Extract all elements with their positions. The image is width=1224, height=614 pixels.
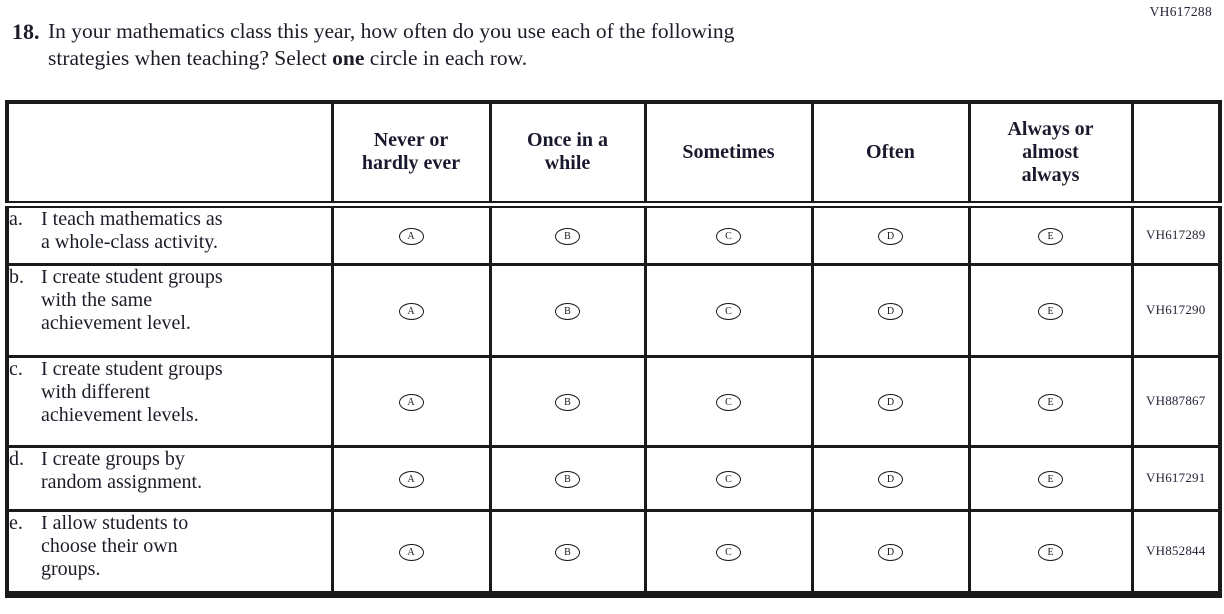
row-c-accession-code: VH887867: [1130, 354, 1222, 448]
column-header-always-or-almost-always: Always or almost always: [967, 100, 1134, 208]
row-a-bubble-c[interactable]: C: [716, 227, 741, 245]
stem-header-cell: [5, 100, 334, 208]
row-e-option-cell-c[interactable]: C: [643, 508, 814, 598]
row-b-option-cell-e[interactable]: E: [967, 262, 1134, 358]
row-e-option-cell-d[interactable]: D: [810, 508, 971, 598]
row-b-bubble-d[interactable]: D: [878, 302, 903, 320]
row-b-bubble-b[interactable]: B: [555, 302, 580, 320]
row-e-text: I allow students to choose their own gro…: [41, 511, 189, 580]
row-d-option-cell-b[interactable]: B: [488, 444, 647, 512]
row-d-option-cell-e[interactable]: E: [967, 444, 1134, 512]
row-b-bubble-c[interactable]: C: [716, 302, 741, 320]
question-line-2: strategies when teaching? Select one cir…: [48, 46, 528, 70]
row-a-option-cell-d[interactable]: D: [810, 202, 971, 266]
row-a-stem: a. I teach mathematics as a whole-class …: [5, 202, 334, 266]
row-c-option-cell-d[interactable]: D: [810, 354, 971, 448]
row-d-accession-code: VH617291: [1130, 444, 1222, 512]
row-d-bubble-d[interactable]: D: [878, 470, 903, 488]
row-d-letter: d.: [9, 447, 24, 470]
row-b-option-cell-d[interactable]: D: [810, 262, 971, 358]
row-a-option-cell-e[interactable]: E: [967, 202, 1134, 266]
row-a-bubble-b[interactable]: B: [555, 227, 580, 245]
question-text: In your mathematics class this year, how…: [48, 18, 1028, 72]
row-c-option-cell-e[interactable]: E: [967, 354, 1134, 448]
question-bold-word: one: [332, 46, 365, 70]
row-e-accession-code: VH852844: [1130, 508, 1222, 598]
row-a-bubble-d[interactable]: D: [878, 227, 903, 245]
row-a-option-cell-b[interactable]: B: [488, 202, 647, 266]
row-b-text: I create student groups with the same ac…: [41, 265, 223, 334]
row-a-letter: a.: [9, 207, 23, 230]
row-c-letter: c.: [9, 357, 23, 380]
row-e-bubble-e[interactable]: E: [1038, 543, 1063, 561]
question-number: 18.: [12, 19, 40, 44]
row-a-accession-code: VH617289: [1130, 202, 1222, 266]
column-header-sometimes: Sometimes: [643, 100, 814, 208]
question-line-1: In your mathematics class this year, how…: [48, 19, 735, 43]
row-c-bubble-b[interactable]: B: [555, 393, 580, 411]
row-d-bubble-c[interactable]: C: [716, 470, 741, 488]
row-d-stem: d. I create groups by random assignment.: [5, 444, 334, 512]
row-e-letter: e.: [9, 511, 23, 534]
question-block: 18. In your mathematics class this year,…: [12, 18, 1028, 72]
table-row-c: c. I create student groups with differen…: [5, 354, 1222, 448]
row-c-text: I create student groups with different a…: [41, 357, 223, 426]
row-a-bubble-e[interactable]: E: [1038, 227, 1063, 245]
row-e-option-cell-a[interactable]: A: [330, 508, 492, 598]
row-b-bubble-a[interactable]: A: [398, 302, 424, 320]
row-e-option-cell-e[interactable]: E: [967, 508, 1134, 598]
row-d-option-cell-c[interactable]: C: [643, 444, 814, 512]
response-matrix-table: Never or hardly ever Once in a while Som…: [5, 100, 1222, 598]
row-a-bubble-a[interactable]: A: [398, 227, 424, 245]
row-c-stem: c. I create student groups with differen…: [5, 354, 334, 448]
row-e-option-cell-b[interactable]: B: [488, 508, 647, 598]
row-c-bubble-e[interactable]: E: [1038, 393, 1063, 411]
row-b-bubble-e[interactable]: E: [1038, 302, 1063, 320]
column-header-never-or-hardly-ever: Never or hardly ever: [330, 100, 492, 208]
row-d-option-cell-a[interactable]: A: [330, 444, 492, 512]
table-row-d: d. I create groups by random assignment.…: [5, 444, 1222, 512]
row-c-option-cell-b[interactable]: B: [488, 354, 647, 448]
table-row-a: a. I teach mathematics as a whole-class …: [5, 202, 1222, 266]
table-row-e: e. I allow students to choose their own …: [5, 508, 1222, 598]
table-row-b: b. I create student groups with the same…: [5, 262, 1222, 358]
row-c-option-cell-c[interactable]: C: [643, 354, 814, 448]
column-header-once-in-a-while: Once in a while: [488, 100, 647, 208]
row-a-option-cell-c[interactable]: C: [643, 202, 814, 266]
row-c-option-cell-a[interactable]: A: [330, 354, 492, 448]
column-header-often: Often: [810, 100, 971, 208]
row-e-bubble-b[interactable]: B: [555, 543, 580, 561]
row-b-option-cell-b[interactable]: B: [488, 262, 647, 358]
row-d-bubble-e[interactable]: E: [1038, 470, 1063, 488]
row-c-bubble-d[interactable]: D: [878, 393, 903, 411]
row-a-text: I teach mathematics as a whole-class act…: [41, 207, 223, 253]
row-e-bubble-d[interactable]: D: [878, 543, 903, 561]
row-c-bubble-c[interactable]: C: [716, 393, 741, 411]
row-b-stem: b. I create student groups with the same…: [5, 262, 334, 358]
row-a-option-cell-a[interactable]: A: [330, 202, 492, 266]
question-accession-code: VH617288: [1149, 4, 1212, 19]
row-e-bubble-a[interactable]: A: [398, 543, 424, 561]
row-d-bubble-a[interactable]: A: [398, 470, 424, 488]
code-header-cell: [1130, 100, 1222, 208]
row-d-text: I create groups by random assignment.: [41, 447, 203, 493]
row-b-accession-code: VH617290: [1130, 262, 1222, 358]
row-d-option-cell-d[interactable]: D: [810, 444, 971, 512]
row-e-bubble-c[interactable]: C: [716, 543, 741, 561]
row-c-bubble-a[interactable]: A: [398, 393, 424, 411]
row-d-bubble-b[interactable]: B: [555, 470, 580, 488]
row-b-letter: b.: [9, 265, 24, 288]
row-b-option-cell-a[interactable]: A: [330, 262, 492, 358]
row-b-option-cell-c[interactable]: C: [643, 262, 814, 358]
header-row: Never or hardly ever Once in a while Som…: [5, 100, 1222, 208]
row-e-stem: e. I allow students to choose their own …: [5, 508, 334, 598]
